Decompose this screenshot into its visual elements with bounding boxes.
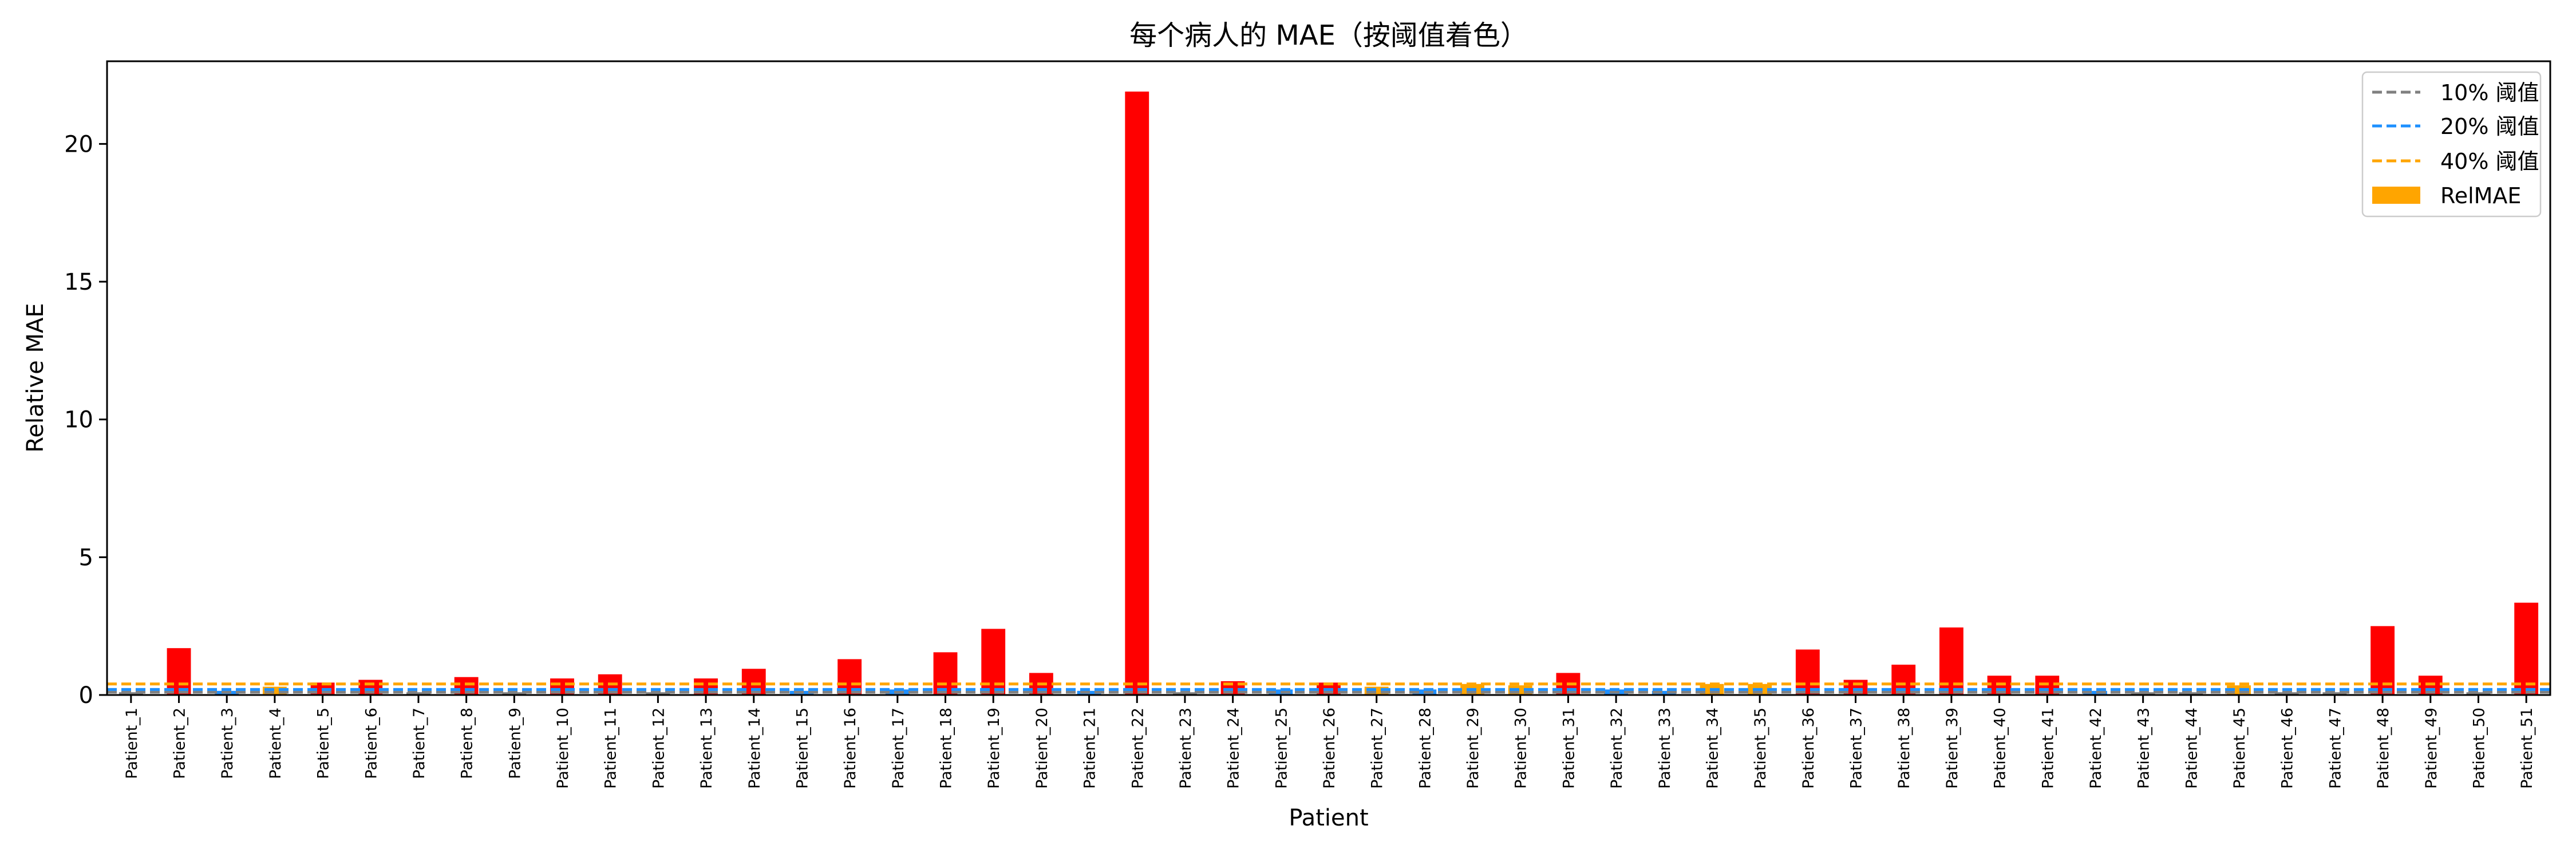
x-tick-label: Patient_10	[554, 708, 572, 789]
x-tick-label: Patient_30	[1512, 708, 1530, 789]
x-tick-label: Patient_43	[2135, 708, 2153, 789]
y-tick-label: 5	[79, 544, 93, 571]
x-tick-label: Patient_18	[938, 708, 955, 789]
x-tick-label: Patient_2	[171, 708, 189, 779]
x-tick-label: Patient_29	[1464, 708, 1482, 789]
threshold-lines-group	[107, 682, 2550, 694]
x-tick-label: Patient_40	[1992, 708, 2009, 789]
x-tick-label: Patient_3	[219, 708, 236, 779]
bar-patient-33	[1652, 690, 1676, 695]
x-tick-label: Patient_41	[2039, 708, 2057, 789]
x-tick-label: Patient_38	[1895, 708, 1913, 789]
x-tick-label: Patient_13	[698, 708, 716, 789]
x-tick-label: Patient_37	[1848, 708, 1866, 789]
x-tick-label: Patient_1	[123, 708, 141, 779]
bar-patient-7	[406, 692, 430, 695]
legend-label-40: 40% 阈值	[2440, 149, 2539, 174]
x-tick-label: Patient_44	[2183, 708, 2200, 789]
legend-label-relmae: RelMAE	[2440, 183, 2521, 208]
x-tick-label: Patient_32	[1608, 708, 1626, 789]
x-tick-label: Patient_27	[1369, 708, 1386, 789]
x-tick-label: Patient_21	[1081, 708, 1099, 789]
x-tick-label: Patient_35	[1752, 708, 1769, 789]
x-tick-label: Patient_51	[2518, 708, 2536, 789]
bar-patient-42	[2083, 690, 2107, 695]
legend-box	[2361, 71, 2542, 218]
y-tick-label: 10	[64, 407, 93, 433]
x-tick-label: Patient_48	[2374, 708, 2392, 789]
x-tick-label: Patient_23	[1177, 708, 1195, 789]
x-tick-label: Patient_39	[1943, 708, 1961, 789]
x-tick-label: Patient_22	[1129, 708, 1147, 789]
x-tick-label: Patient_4	[267, 708, 285, 779]
x-tick-label: Patient_8	[459, 708, 476, 779]
x-tick-label: Patient_50	[2470, 708, 2488, 789]
bar-patient-36	[1795, 649, 1820, 695]
y-ticks-group: 0 5 10 15 20	[64, 131, 107, 709]
x-tick-label: Patient_25	[1273, 708, 1290, 789]
x-tick-label: Patient_6	[362, 708, 380, 779]
x-tick-label: Patient_24	[1225, 708, 1243, 789]
bar-patient-51	[2514, 602, 2539, 695]
x-tick-label: Patient_14	[746, 708, 764, 789]
x-tick-label: Patient_20	[1033, 708, 1051, 789]
y-tick-label: 15	[64, 269, 93, 295]
x-axis-label: Patient	[1289, 805, 1368, 831]
x-tick-label: Patient_45	[2231, 708, 2249, 789]
x-tick-label: Patient_15	[793, 708, 811, 789]
legend-swatch-relmae	[2372, 187, 2420, 204]
x-tick-label: Patient_31	[1560, 708, 1578, 789]
bar-patient-22	[1125, 91, 1149, 695]
x-tick-label: Patient_46	[2279, 708, 2297, 789]
x-tick-label: Patient_36	[1800, 708, 1818, 789]
x-tick-label: Patient_12	[650, 708, 667, 789]
x-tick-label: Patient_28	[1416, 708, 1434, 789]
x-tick-label: Patient_47	[2326, 708, 2344, 789]
x-tick-label: Patient_33	[1656, 708, 1674, 789]
x-tick-label: Patient_49	[2423, 708, 2440, 789]
y-axis-label: Relative MAE	[22, 303, 49, 452]
x-tick-label: Patient_5	[315, 708, 333, 779]
legend-label-20: 20% 阈值	[2440, 114, 2539, 139]
x-tick-label: Patient_42	[2087, 708, 2105, 789]
x-tick-label: Patient_16	[841, 708, 859, 789]
y-tick-label: 0	[79, 682, 93, 709]
chart-title: 每个病人的 MAE（按阈值着色）	[1129, 19, 1528, 52]
x-tick-label: Patient_19	[985, 708, 1003, 789]
bar-patient-50	[2466, 692, 2491, 695]
bar-patient-2	[167, 648, 191, 695]
x-tick-label: Patient_17	[890, 708, 907, 789]
x-tick-label: Patient_34	[1704, 708, 1721, 789]
legend: 10% 阈值 20% 阈值 40% 阈值 RelMAE	[2361, 71, 2542, 218]
x-tick-label: Patient_7	[410, 708, 428, 779]
x-tick-label: Patient_26	[1321, 708, 1338, 789]
bars-group	[118, 91, 2539, 695]
legend-label-10: 10% 阈值	[2440, 80, 2539, 105]
plot-frame	[106, 60, 2551, 696]
x-tick-label: Patient_9	[506, 708, 524, 779]
x-ticks-group: Patient_1 Patient_2 Patient_3 Patient_4 Pati…	[123, 695, 2536, 789]
x-tick-label: Patient_11	[602, 708, 620, 789]
y-tick-label: 20	[64, 131, 93, 157]
bar-patient-18	[933, 652, 958, 695]
